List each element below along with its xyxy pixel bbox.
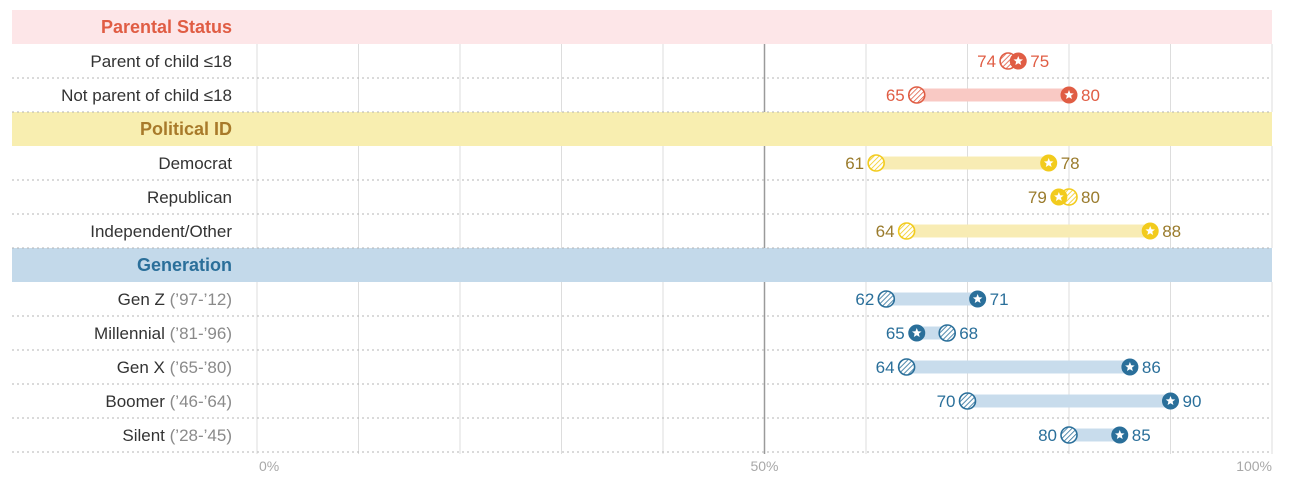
row-label-name: Boomer [105,392,165,411]
value-label-low: 74 [977,52,996,71]
group-title: Political ID [140,119,232,139]
value-label-high: 90 [1183,392,1202,411]
star-icon [1054,192,1064,202]
row-label-name: Not parent of child ≤18 [61,86,232,105]
row-label-years: (’65-’80) [165,358,232,377]
row-label: Parent of child ≤18 [90,52,232,71]
value-label-low: 62 [855,290,874,309]
value-label-high: 86 [1142,358,1161,377]
value-label-low: 65 [886,86,905,105]
hatched-marker [907,86,926,104]
row-label: Gen Z (’97-’12) [118,290,232,309]
value-label-high: 88 [1162,222,1181,241]
row-label-years: (’46-’64) [165,392,232,411]
value-label-high: 80 [1081,86,1100,105]
x-tick-label: 100% [1236,458,1272,474]
value-label-high: 68 [959,324,978,343]
row-label: Democrat [158,154,232,173]
value-label-high: 85 [1132,426,1151,445]
group-band [12,10,1272,44]
group-title: Parental Status [101,17,232,37]
star-icon [911,328,922,338]
row-label: Gen X (’65-’80) [117,358,232,377]
value-label-low: 64 [876,222,895,241]
value-label-low: 80 [1038,426,1057,445]
value-label-low: 79 [1028,188,1047,207]
row-label-name: Parent of child ≤18 [90,52,232,71]
row-label-years: (’81-’96) [165,324,232,343]
value-label-low: 64 [876,358,895,377]
row-label-years: (’28-’45) [165,426,232,445]
row-label-name: Gen Z [118,290,165,309]
star-icon [1114,430,1125,440]
value-label-low: 70 [937,392,956,411]
star-icon [1064,90,1074,100]
x-tick-label: 50% [750,458,778,474]
row-label: Silent (’28-’45) [122,426,232,445]
group-band [12,248,1272,282]
star-icon [972,294,983,304]
row-label: Millennial (’81-’96) [94,324,232,343]
value-label-high: 71 [990,290,1009,309]
star-icon [1125,362,1135,372]
star-icon [1043,158,1054,168]
hatched-marker [897,222,916,240]
row-label-name: Silent [122,426,165,445]
hatched-marker [877,290,896,308]
hatched-marker [867,154,885,172]
row-label: Independent/Other [90,222,232,241]
hatched-marker [1060,426,1078,444]
row-label: Republican [147,188,232,207]
hatched-marker [958,392,977,410]
value-label-high: 78 [1061,154,1080,173]
row-label-name: Gen X [117,358,165,377]
star-icon [1165,396,1176,406]
value-label-low: 61 [845,154,864,173]
group-title: Generation [137,255,232,275]
star-icon [1145,226,1155,236]
hatched-marker [897,358,916,376]
row-label-name: Millennial [94,324,165,343]
gridlines [256,44,1273,454]
row-label: Boomer (’46-’64) [105,392,232,411]
x-tick-label: 0% [259,458,279,474]
row-label-name: Republican [147,188,232,207]
row-label-years: (’97-’12) [165,290,232,309]
value-label-low: 65 [886,324,905,343]
hatched-marker [938,324,957,342]
row-label: Not parent of child ≤18 [61,86,232,105]
star-icon [1013,56,1024,66]
value-label-high: 80 [1081,188,1100,207]
group-band [12,112,1272,146]
row-label-name: Independent/Other [90,222,232,241]
row-label-name: Democrat [158,154,232,173]
value-label-high: 75 [1030,52,1049,71]
